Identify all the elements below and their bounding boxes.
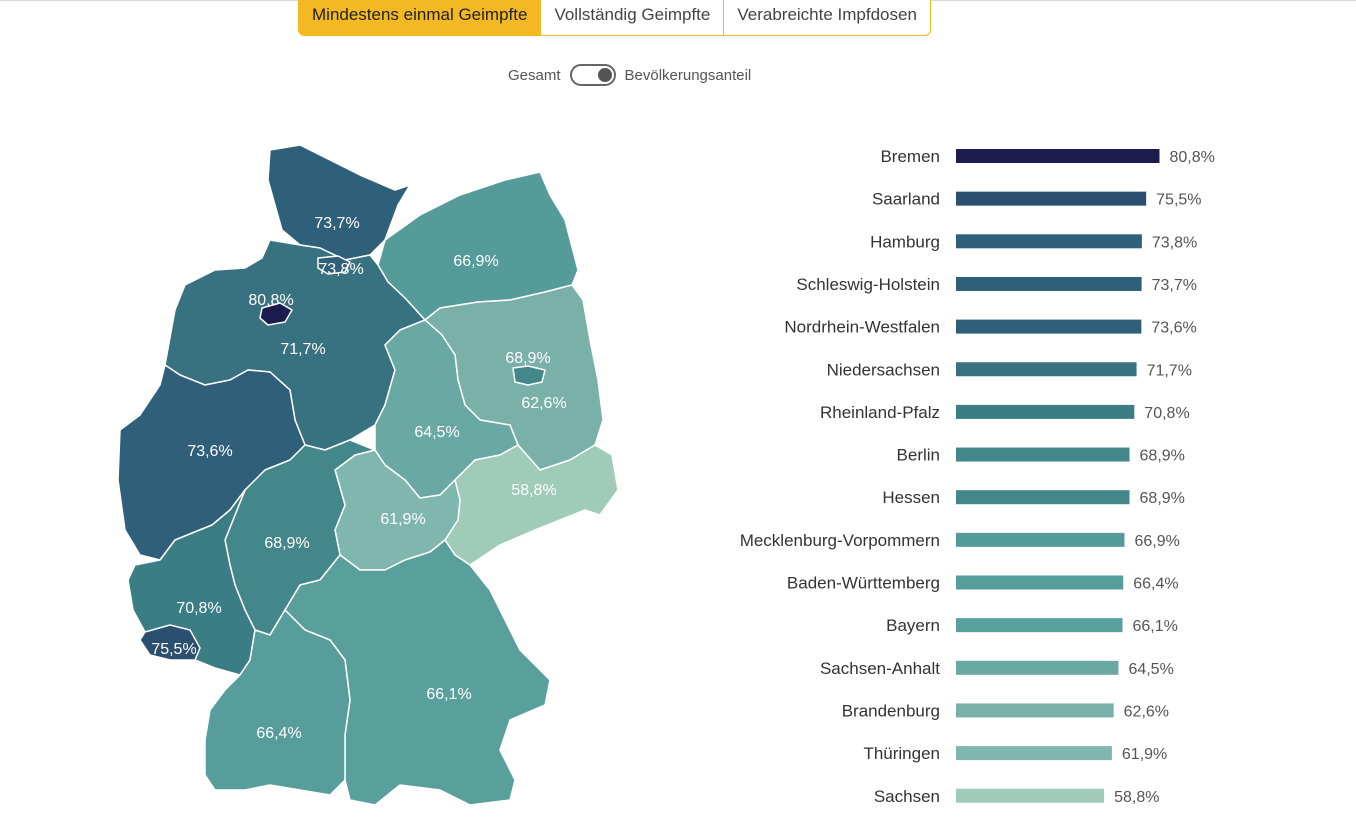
map-label-schleswig-holstein: 73,7% [314,215,359,232]
bar-value-bayern: 66,1% [1132,618,1177,635]
germany-map: 73,7% 73,8% 66,9% 80,8% 71,7% 68,9% 62,6… [117,144,619,806]
bar-bayern[interactable] [956,618,1123,633]
bar-label-rheinland-pfalz: Rheinland-Pfalz [820,403,940,422]
state-baden-wuerttemberg[interactable] [204,609,351,796]
map-label-rheinland-pfalz: 70,8% [176,600,221,617]
metric-tabs: Mindestens einmal Geimpfte Vollständig G… [298,0,931,36]
bar-nordrhein-westfalen[interactable] [956,319,1142,334]
map-label-nordrhein-westfalen: 73,6% [187,443,232,460]
toggle-left-label: Gesamt [508,66,561,84]
bar-value-rheinland-pfalz: 70,8% [1144,405,1189,422]
bar-hessen[interactable] [956,490,1130,505]
map-label-bayern: 66,1% [426,686,471,703]
bar-value-sachsen: 58,8% [1114,789,1159,806]
state-bremen[interactable] [259,302,293,326]
state-sachsen[interactable] [444,444,619,566]
bar-niedersachsen[interactable] [956,362,1137,377]
bar-thueringen[interactable] [956,746,1112,761]
bar-baden-wuerttemberg[interactable] [956,575,1124,590]
bar-label-schleswig-holstein: Schleswig-Holstein [796,275,940,294]
bar-label-bremen: Bremen [880,147,940,166]
tab-mindestens-einmal-geimpfte[interactable]: Mindestens einmal Geimpfte [299,0,541,35]
map-label-thueringen: 61,9% [380,511,425,528]
map-label-brandenburg: 62,6% [521,395,566,412]
map-label-bremen: 80,8% [248,292,293,309]
state-schleswig-holstein[interactable] [267,144,411,261]
bar-value-saarland: 75,5% [1156,192,1201,209]
map-label-mecklenburg-vorpommern: 66,9% [453,253,498,270]
state-berlin[interactable] [512,365,546,386]
mode-toggle-switch[interactable] [569,64,616,86]
state-saarland[interactable] [139,624,201,661]
bar-value-hamburg: 73,8% [1152,234,1197,251]
tab-verabreichte-impfdosen[interactable]: Verabreichte Impfdosen [723,0,930,35]
bar-label-hessen: Hessen [882,488,940,507]
toggle-right-label: Bevölkerungsanteil [624,66,752,84]
bar-label-niedersachsen: Niedersachsen [827,360,940,379]
bar-sachsen-anhalt[interactable] [956,660,1119,675]
mode-toggle-row: Gesamt Bevölkerungsanteil [508,62,751,88]
bar-value-sachsen-anhalt: 64,5% [1128,661,1173,678]
map-label-hamburg: 73,8% [318,261,363,278]
bar-label-hamburg: Hamburg [870,232,940,251]
toggle-knob [597,68,612,82]
bar-value-niedersachsen: 71,7% [1147,362,1192,379]
bar-label-mecklenburg-vorpommern: Mecklenburg-Vorpommern [740,531,940,550]
bar-label-thueringen: Thüringen [863,744,940,763]
map-labels: 73,7% 73,8% 66,9% 80,8% 71,7% 68,9% 62,6… [151,215,566,742]
bar-value-berlin: 68,9% [1140,448,1185,465]
map-label-berlin: 68,9% [505,350,550,367]
bar-value-schleswig-holstein: 73,7% [1152,277,1197,294]
bar-rheinland-pfalz[interactable] [956,404,1135,419]
bar-berlin[interactable] [956,447,1130,462]
bar-value-mecklenburg-vorpommern: 66,9% [1134,533,1179,550]
map-label-hessen: 68,9% [264,535,309,552]
bar-chart: Bremen 80,8% Saarland 75,5% Hamburg 73,8% Schl… [740,147,1215,806]
bar-value-thueringen: 61,9% [1122,746,1167,763]
bar-sachsen[interactable] [956,788,1105,803]
bar-bremen[interactable] [956,149,1160,163]
bar-label-saarland: Saarland [872,190,940,209]
map-label-saarland: 75,5% [151,641,196,658]
bar-value-hessen: 68,9% [1140,490,1185,507]
bar-value-brandenburg: 62,6% [1124,703,1169,720]
bar-mecklenburg-vorpommern[interactable] [956,532,1125,547]
bar-brandenburg[interactable] [956,703,1114,718]
state-hamburg[interactable] [317,255,351,275]
bar-label-bayern: Bayern [886,616,940,635]
bar-label-sachsen: Sachsen [874,787,940,806]
bar-schleswig-holstein[interactable] [956,276,1142,291]
bar-label-brandenburg: Brandenburg [842,701,940,720]
bar-value-baden-wuerttemberg: 66,4% [1133,576,1178,593]
bar-hamburg[interactable] [956,234,1142,249]
map-label-sachsen: 58,8% [511,482,556,499]
bar-value-bremen: 80,8% [1169,149,1214,166]
bar-label-nordrhein-westfalen: Nordrhein-Westfalen [784,318,940,337]
bar-label-baden-wuerttemberg: Baden-Württemberg [787,574,940,593]
map-label-baden-wuerttemberg: 66,4% [256,725,301,742]
map-label-sachsen-anhalt: 64,5% [414,424,459,441]
bar-label-sachsen-anhalt: Sachsen-Anhalt [820,659,940,678]
map-label-niedersachsen: 71,7% [280,341,325,358]
bar-saarland[interactable] [956,191,1147,206]
tab-vollstaendig-geimpfte[interactable]: Vollständig Geimpfte [540,0,723,35]
bar-value-nordrhein-westfalen: 73,6% [1151,320,1196,337]
bar-label-berlin: Berlin [897,446,940,465]
